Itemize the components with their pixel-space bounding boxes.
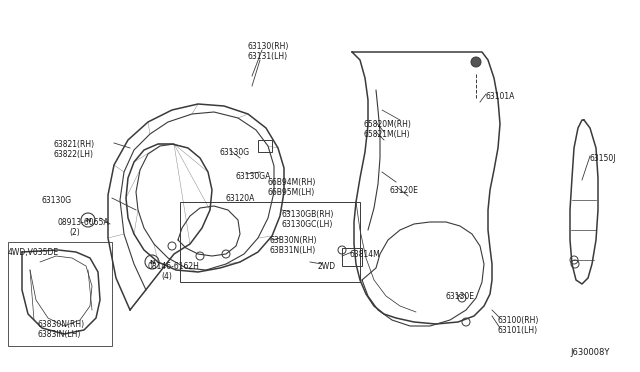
Bar bbox=[258, 140, 272, 152]
Text: 63130GB(RH): 63130GB(RH) bbox=[282, 210, 334, 219]
Text: 63100(RH): 63100(RH) bbox=[498, 316, 540, 325]
Text: N: N bbox=[85, 218, 91, 222]
Text: 08913-6065A: 08913-6065A bbox=[58, 218, 109, 227]
Text: 65821M(LH): 65821M(LH) bbox=[364, 130, 411, 139]
Text: 63130(RH): 63130(RH) bbox=[248, 42, 289, 51]
Text: 63B31N(LH): 63B31N(LH) bbox=[270, 246, 316, 255]
Text: 63150J: 63150J bbox=[590, 154, 616, 163]
Text: 08146-6162H: 08146-6162H bbox=[148, 262, 200, 271]
Text: 63830N(RH): 63830N(RH) bbox=[38, 320, 85, 329]
Text: 6383IN(LH): 6383IN(LH) bbox=[38, 330, 81, 339]
Text: 63821(RH): 63821(RH) bbox=[54, 140, 95, 149]
Text: 63130E: 63130E bbox=[446, 292, 475, 301]
Text: 63814M: 63814M bbox=[350, 250, 381, 259]
Bar bbox=[180, 202, 360, 282]
Text: 66B95M(LH): 66B95M(LH) bbox=[267, 188, 314, 197]
Text: 2WD: 2WD bbox=[318, 262, 336, 271]
Text: 63B30N(RH): 63B30N(RH) bbox=[270, 236, 317, 245]
Text: 66B94M(RH): 66B94M(RH) bbox=[267, 178, 316, 187]
Text: N: N bbox=[149, 260, 155, 264]
Text: (4): (4) bbox=[161, 272, 172, 281]
Bar bbox=[8, 242, 112, 346]
Text: 4WD,V035DE: 4WD,V035DE bbox=[8, 248, 59, 257]
Text: 63131(LH): 63131(LH) bbox=[248, 52, 288, 61]
Bar bbox=[342, 248, 362, 266]
Text: 63130G: 63130G bbox=[42, 196, 72, 205]
Text: 63101(LH): 63101(LH) bbox=[498, 326, 538, 335]
Text: 63130GC(LH): 63130GC(LH) bbox=[282, 220, 333, 229]
Text: 65820M(RH): 65820M(RH) bbox=[364, 120, 412, 129]
Circle shape bbox=[471, 57, 481, 67]
Text: (2): (2) bbox=[69, 228, 80, 237]
Text: 63822(LH): 63822(LH) bbox=[54, 150, 94, 159]
Text: J630008Y: J630008Y bbox=[570, 348, 609, 357]
Text: 63101A: 63101A bbox=[486, 92, 515, 101]
Text: 63130GA: 63130GA bbox=[236, 172, 271, 181]
Text: 63120E: 63120E bbox=[390, 186, 419, 195]
Text: 63120A: 63120A bbox=[226, 194, 255, 203]
Text: 63130G: 63130G bbox=[220, 148, 250, 157]
